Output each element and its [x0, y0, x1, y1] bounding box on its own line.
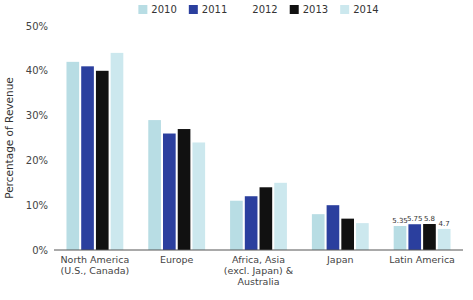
legend-item: 2010 — [138, 4, 176, 15]
legend-label: 2010 — [151, 4, 176, 15]
y-tick-label: 40% — [26, 65, 48, 76]
legend-swatch — [138, 5, 147, 14]
bar — [192, 142, 205, 250]
legend-swatch — [290, 5, 299, 14]
legend-label: 2012 — [252, 4, 277, 15]
bar — [230, 201, 243, 250]
legend-swatch — [340, 5, 349, 14]
legend-item: 2011 — [189, 4, 227, 15]
bar — [245, 196, 258, 250]
bar — [178, 129, 191, 250]
bar — [96, 71, 109, 250]
data-label: 5.35 — [392, 217, 408, 225]
x-tick-label: Europe — [160, 254, 194, 265]
bar — [327, 205, 340, 250]
y-tick-label: 30% — [26, 110, 48, 121]
legend-item: 2014 — [340, 4, 378, 15]
bar — [81, 66, 94, 250]
bar — [341, 219, 354, 250]
bar — [423, 224, 436, 250]
y-axis-label: Percentage of Revenue — [3, 77, 15, 199]
legend-swatch — [189, 5, 198, 14]
bar — [408, 224, 421, 250]
y-tick-label: 50% — [26, 21, 48, 32]
x-tick-label: Japan — [326, 254, 354, 265]
data-label: 4.7 — [439, 220, 450, 228]
legend-label: 2011 — [202, 4, 227, 15]
x-tick-label: Latin America — [389, 254, 455, 265]
bar — [148, 120, 161, 250]
bar — [66, 62, 79, 250]
bar — [274, 183, 287, 250]
legend-label: 2013 — [303, 4, 328, 15]
bars — [66, 53, 450, 250]
x-tick-label: North America(U.S., Canada) — [61, 254, 130, 276]
legend-item: 2012 — [252, 4, 277, 15]
y-tick-label: 0% — [32, 245, 48, 256]
bar — [260, 187, 273, 250]
bar — [356, 223, 369, 250]
bar — [163, 134, 176, 250]
legend: 2010 2011 2012 2013 2014 — [138, 4, 378, 15]
x-tick-label: Africa, Asia(excl. Japan) &Australia — [224, 254, 294, 287]
bar — [312, 214, 325, 250]
chart: 0% 10% 20% 30% 40% 50% Percentage of Revenue 5.… — [0, 0, 473, 300]
data-label: 5.8 — [424, 215, 435, 223]
y-tick-label: 20% — [26, 155, 48, 166]
x-axis-line — [54, 250, 463, 251]
bar — [438, 229, 451, 250]
legend-item: 2013 — [290, 4, 328, 15]
legend-label: 2014 — [353, 4, 378, 15]
data-label: 5.75 — [407, 215, 423, 223]
y-tick-label: 10% — [26, 200, 48, 211]
bar — [111, 53, 124, 250]
bar — [394, 226, 407, 250]
